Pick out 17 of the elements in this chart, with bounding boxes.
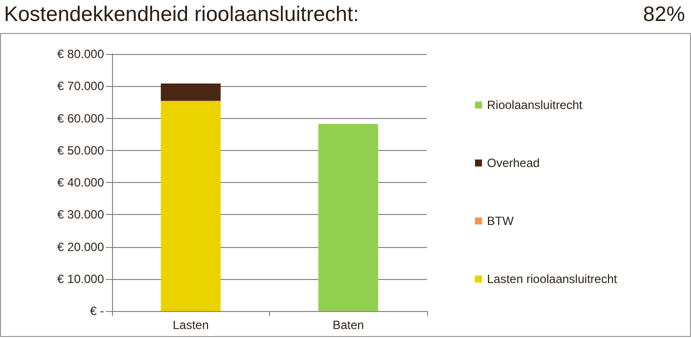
legend-label: Lasten rioolaansluitrecht — [487, 272, 618, 286]
legend-label: BTW — [487, 214, 514, 228]
y-tick-label: € 70.000 — [57, 79, 104, 94]
legend-label: Rioolaansluitrecht — [487, 98, 584, 112]
y-tick-label: € 50.000 — [57, 143, 104, 158]
text: 82% — [642, 3, 685, 27]
chart-title: Kostendekkendheid rioolaansluitrecht: — [4, 3, 359, 27]
y-tick-label: € 60.000 — [57, 111, 104, 126]
y-tick-label: € - — [90, 304, 104, 318]
y-tick-label: € 10.000 — [57, 272, 104, 286]
y-tick-label: € 40.000 — [57, 176, 104, 190]
x-tick-label: Baten — [332, 318, 364, 332]
y-tick-label: € 80.000 — [57, 47, 104, 61]
y-tick-label: € 20.000 — [57, 240, 104, 254]
x-tick-label: Lasten — [172, 318, 209, 332]
legend-label: Overhead — [487, 156, 540, 170]
y-tick-label: € 30.000 — [57, 208, 104, 222]
